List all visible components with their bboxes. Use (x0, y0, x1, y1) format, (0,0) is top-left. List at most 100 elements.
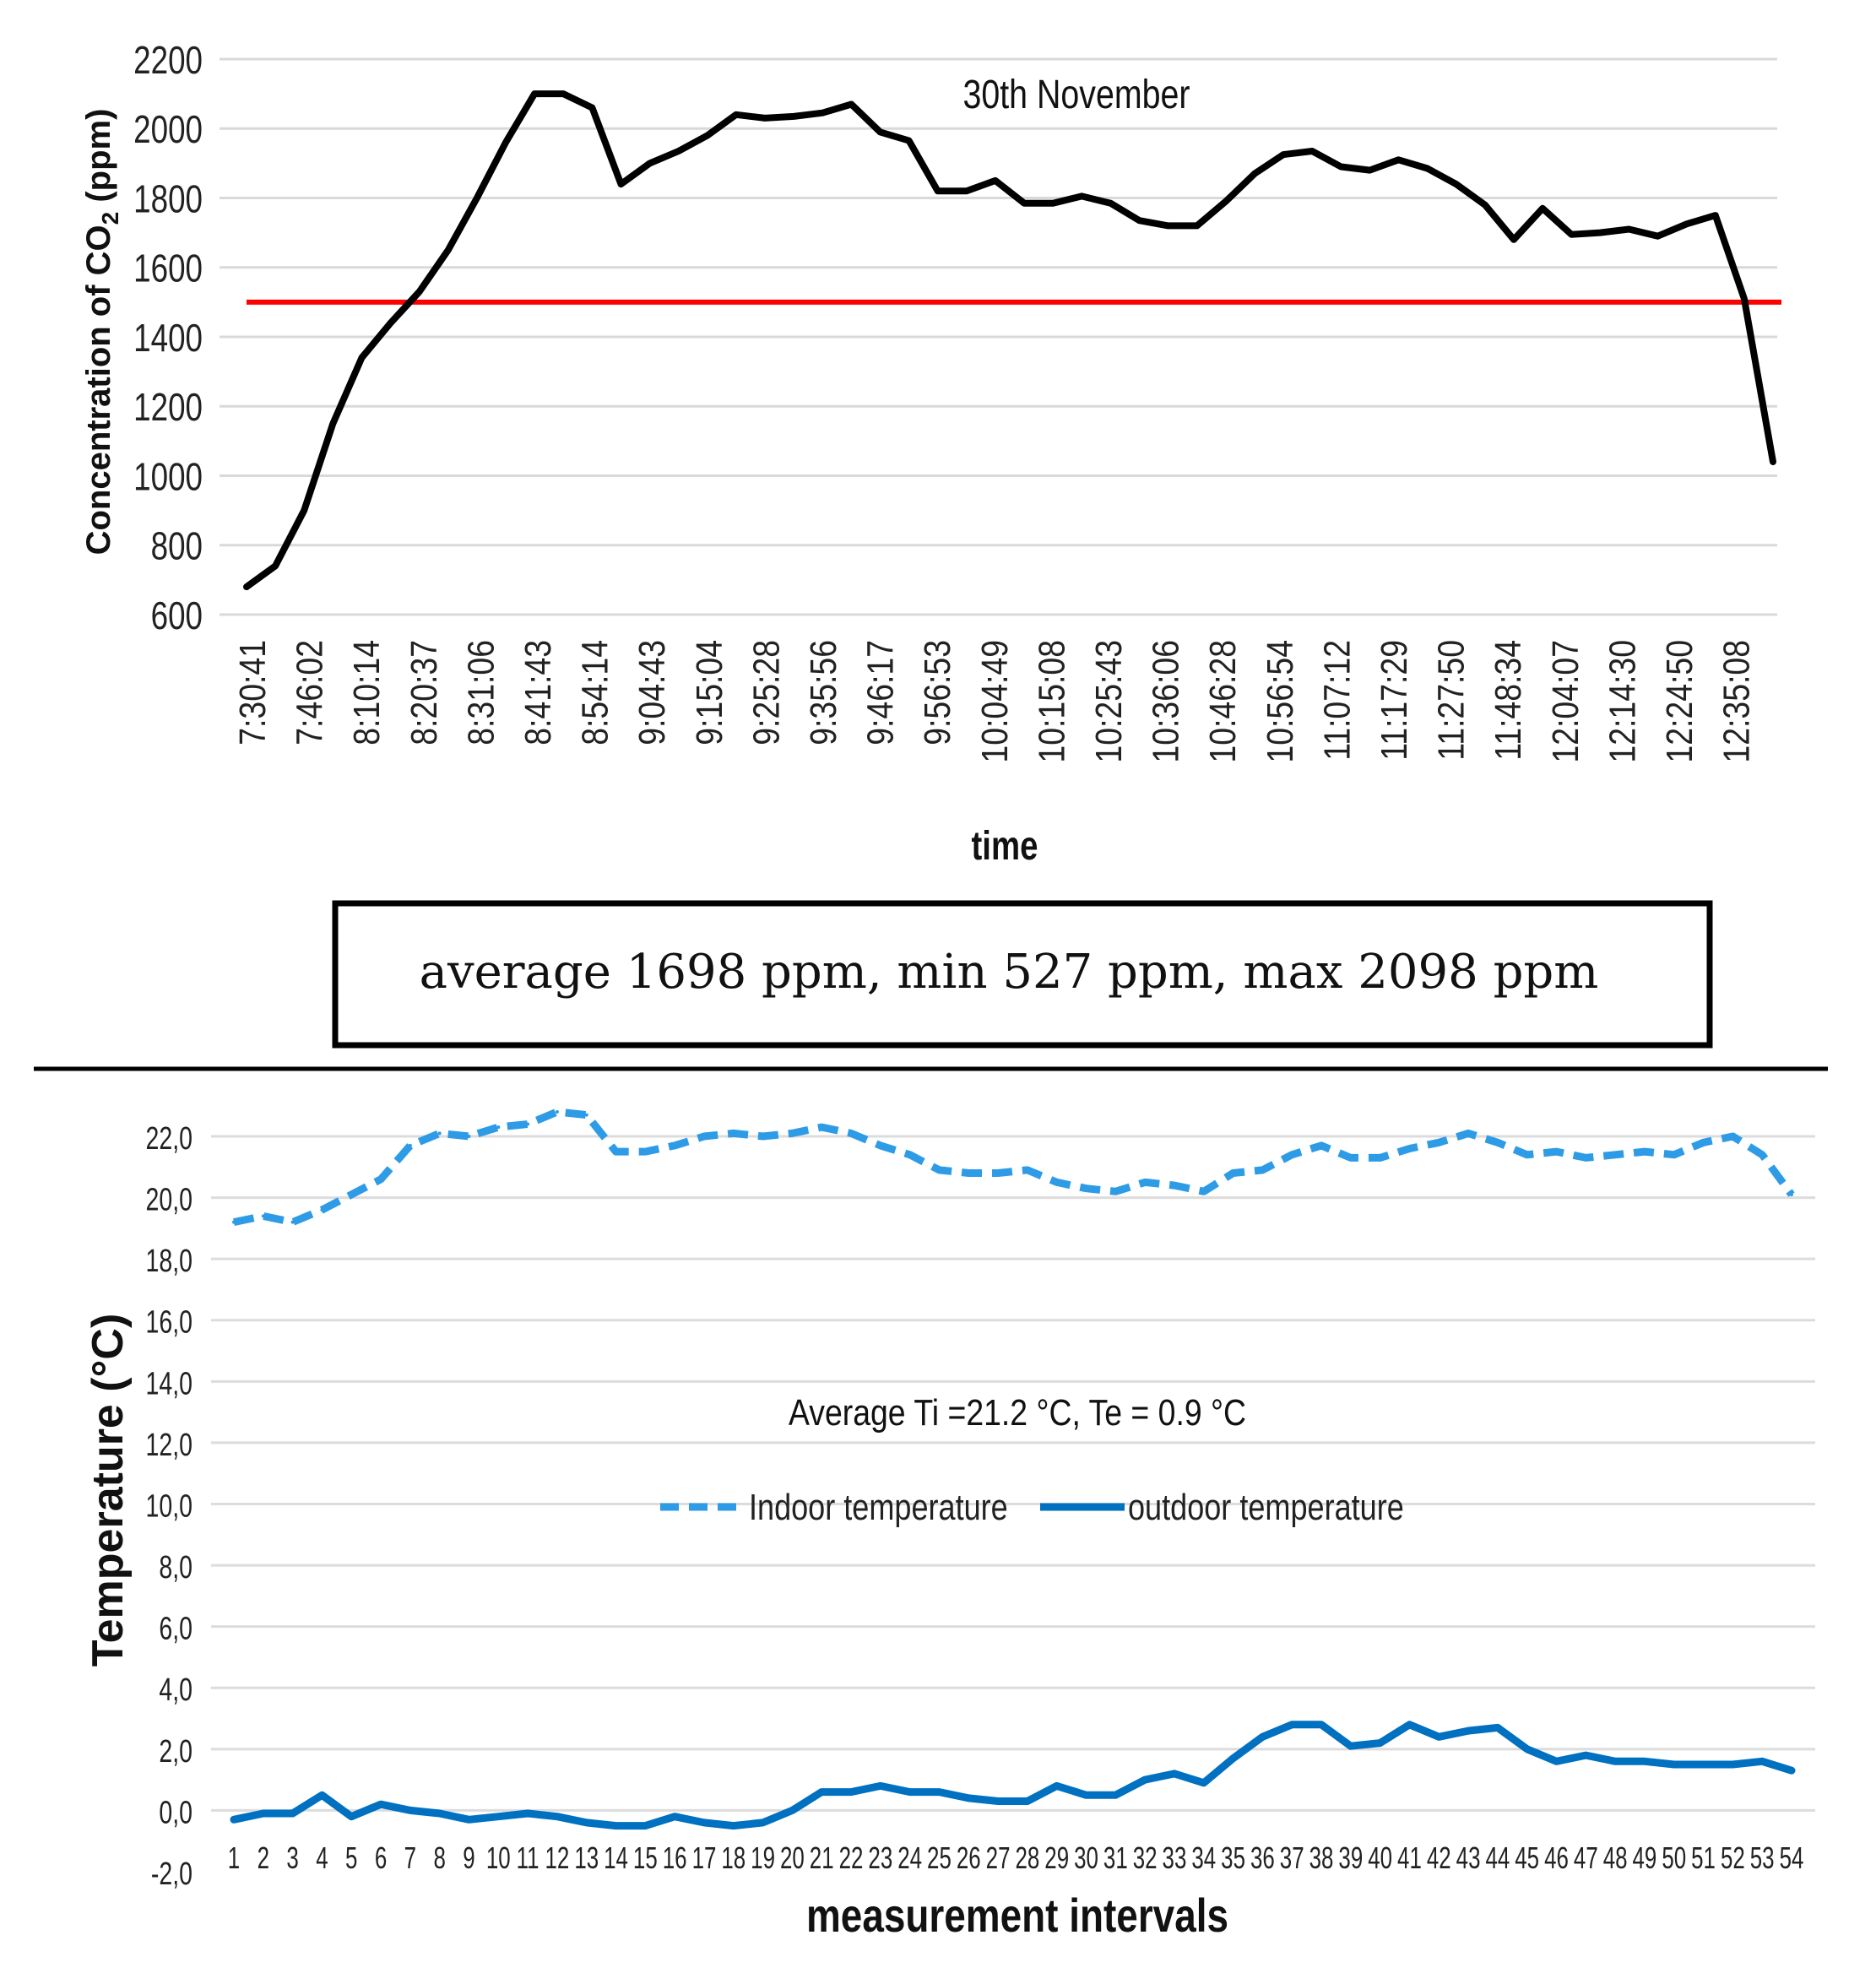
temperature-data-point (1025, 1799, 1029, 1803)
co2-x-tick-label: 12:14:30 (1602, 640, 1644, 763)
temperature-data-point (1261, 1168, 1265, 1172)
temperature-x-tick-label: 41 (1397, 1841, 1422, 1875)
co2-x-tick-label: 8:54:14 (574, 640, 616, 745)
temperature-x-tick-label: 18 (721, 1841, 746, 1875)
co2-data-point (1741, 295, 1747, 301)
co2-data-point (906, 138, 912, 144)
temperature-data-point (1554, 1150, 1559, 1154)
co2-y-tick-label: 1600 (133, 247, 203, 290)
co2-data-point (244, 584, 249, 590)
temperature-x-tick-label: 54 (1780, 1841, 1804, 1875)
co2-x-tick-label: 10:56:54 (1259, 640, 1301, 763)
co2-data-point (1510, 236, 1516, 242)
temperature-data-point (1760, 1152, 1765, 1157)
temperature-y-tick-label: 2,0 (159, 1734, 192, 1770)
temperature-data-point (790, 1131, 794, 1136)
temperature-data-point (1407, 1146, 1412, 1151)
co2-data-point (1338, 164, 1344, 170)
co2-data-point (1050, 200, 1056, 206)
temperature-x-tick-label: 30 (1074, 1841, 1098, 1875)
temperature-x-tick-label: 15 (633, 1841, 658, 1875)
temperature-x-tick-label: 36 (1250, 1841, 1275, 1875)
temperature-x-tick-label: 40 (1368, 1841, 1392, 1875)
co2-data-point (589, 105, 595, 111)
temperature-data-point (1790, 1192, 1793, 1196)
temperature-data-point (1672, 1762, 1676, 1766)
summary-box: average 1698 ppm, min 527 ppm, max 2098 … (332, 900, 1713, 1049)
temperature-x-tick-label: 11 (517, 1841, 539, 1875)
temperature-data-point (731, 1131, 735, 1136)
co2-gridlines (220, 57, 1777, 616)
co2-x-axis-label: time (972, 824, 1038, 869)
temperature-data-point (1467, 1131, 1471, 1136)
co2-data-point (1655, 233, 1661, 239)
temperature-data-point (232, 1818, 236, 1822)
co2-data-point (935, 188, 941, 194)
temperature-x-tick-label: 44 (1485, 1841, 1510, 1875)
co2-data-point (618, 182, 624, 187)
temperature-y-axis-label: Temperature (°C) (84, 1314, 133, 1667)
co2-x-tick-label: 7:46:02 (289, 640, 331, 745)
co2-data-point (1684, 221, 1689, 227)
temperature-data-point (320, 1793, 324, 1797)
temperature-data-point (1584, 1156, 1588, 1160)
co2-chart: 600 800 1000 1200 1400 1600 1800 2000 2200 7:30:… (80, 38, 1781, 869)
co2-data-point (1597, 230, 1603, 236)
temperature-data-point (1407, 1722, 1412, 1726)
co2-chart-title: 30th November (962, 72, 1190, 117)
temperature-data-point (1348, 1156, 1353, 1160)
temperature-data-point (761, 1135, 765, 1138)
temperature-x-tick-label: 19 (751, 1841, 775, 1875)
temperature-data-point (761, 1820, 765, 1824)
co2-data-point (561, 91, 567, 97)
co2-data-point (416, 289, 422, 295)
temperature-data-point (967, 1171, 971, 1175)
co2-data-point (992, 177, 998, 183)
co2-y-tick-label: 2200 (133, 38, 203, 82)
co2-y-tick-label: 1800 (133, 177, 203, 221)
temperature-data-point (1701, 1141, 1705, 1145)
temperature-data-point (1201, 1781, 1206, 1785)
temperature-gridlines (211, 1135, 1815, 1812)
temperature-y-tick-label: 8,0 (159, 1550, 192, 1585)
temperature-data-point (437, 1131, 442, 1136)
temperature-data-point (1613, 1759, 1618, 1764)
temperature-x-tick-label: 7 (404, 1841, 416, 1875)
temperature-data-point (1114, 1190, 1118, 1194)
co2-y-axis-label-main: Concentration of CO (80, 225, 117, 555)
co2-data-point (1453, 182, 1459, 187)
temperature-data-point (320, 1208, 324, 1212)
co2-x-tick-label: 10:36:06 (1145, 640, 1187, 763)
co2-y-axis-label: Concentration of CO2 (ppm) (80, 109, 123, 556)
co2-data-point (1079, 193, 1085, 199)
temperature-x-tick-label: 2 (258, 1841, 269, 1875)
temperature-data-point (496, 1814, 501, 1819)
temperature-x-tick-label: 33 (1163, 1841, 1187, 1875)
temperature-x-tick-label: 20 (780, 1841, 805, 1875)
co2-x-tick-label: 11:07:12 (1316, 640, 1358, 761)
co2-data-point (1482, 202, 1488, 208)
co2-data-point (762, 115, 768, 121)
temperature-data-point (408, 1143, 412, 1147)
temperature-x-tick-label: 14 (604, 1841, 628, 1875)
co2-data-point (791, 113, 797, 119)
co2-y-axis-label-sub: 2 (97, 212, 123, 225)
temperature-data-point (379, 1177, 383, 1181)
co2-data-point (1367, 167, 1373, 173)
co2-data-point (877, 129, 883, 135)
temperature-data-point (467, 1135, 471, 1138)
temperature-data-point (350, 1814, 354, 1819)
temperature-data-point (1554, 1759, 1559, 1764)
temperature-data-point (820, 1125, 824, 1130)
temperature-x-tick-label: 46 (1544, 1841, 1569, 1875)
co2-y-tick-label: 1200 (133, 385, 203, 429)
temperature-x-tick-label: 31 (1103, 1841, 1128, 1875)
co2-data-point (1569, 231, 1575, 237)
temperature-x-tick-label: 16 (663, 1841, 687, 1875)
temperature-chart: -2,0 0,0 2,0 4,0 6,0 8,0 10,0 12,0 14,0 16,0 18,0 2… (84, 1108, 1815, 1942)
temperature-data-point (937, 1168, 941, 1172)
co2-data-point (1194, 223, 1200, 229)
temperature-data-point (232, 1220, 236, 1224)
co2-data-point (1108, 200, 1114, 206)
co2-data-point (849, 101, 854, 107)
